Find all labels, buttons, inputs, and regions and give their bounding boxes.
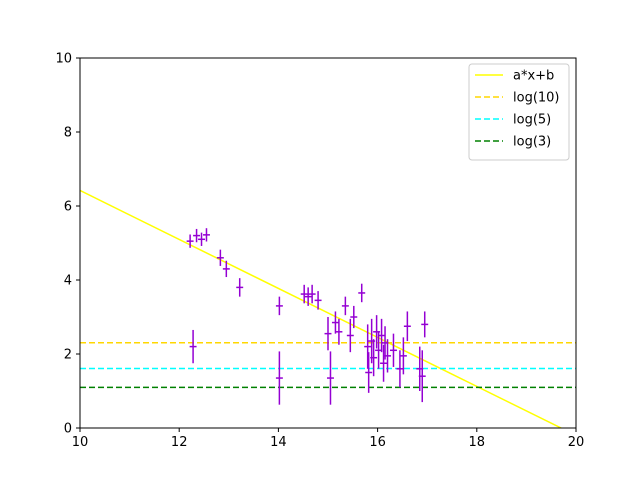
y-tick-label: 4 (64, 274, 72, 289)
data-point-11 (304, 287, 312, 306)
data-point-35 (403, 311, 411, 342)
y-tick-label: 2 (64, 348, 72, 363)
legend: a*x+b log(10) log(5) log(3) (468, 63, 570, 161)
data-point-4 (189, 329, 197, 364)
data-point-2 (198, 232, 205, 246)
x-tick-label: 20 (568, 435, 585, 450)
data-point-37 (418, 350, 426, 403)
data-point-1 (193, 228, 201, 243)
x-tick-label: 18 (469, 435, 486, 450)
data-point-3 (203, 228, 210, 242)
data-point-18 (341, 296, 349, 316)
y-tick-label: 6 (64, 200, 72, 215)
x-tick-label: 12 (171, 435, 188, 450)
data-point-29 (380, 344, 388, 382)
x-tick-label: 14 (270, 435, 287, 450)
data-point-19 (346, 318, 354, 353)
data-point-10 (300, 284, 308, 304)
data-point-22 (364, 324, 372, 369)
legend-box (468, 63, 570, 161)
data-point-12 (308, 284, 316, 304)
plot-frame (79, 57, 577, 429)
axes: 10 12 14 16 18 20 0 2 4 6 8 10 (55, 52, 584, 451)
data-point-0 (186, 234, 194, 248)
data-point-13 (314, 291, 322, 310)
x-tick-label: 16 (369, 435, 386, 450)
data-point-15 (327, 351, 334, 405)
data-point-38 (421, 311, 429, 338)
data-point-14 (324, 317, 332, 351)
series-line-0 (80, 189, 563, 428)
data-point-28 (378, 318, 386, 353)
data-point-21 (358, 283, 366, 303)
data-point-20 (350, 305, 358, 329)
legend-label-2: log(5) (513, 113, 551, 128)
data-point-32 (390, 333, 397, 367)
data-point-7 (236, 278, 244, 297)
x-tick-label: 10 (72, 435, 89, 450)
y-tick-label: 0 (64, 422, 72, 437)
data-point-34 (399, 337, 407, 375)
data-point-25 (370, 339, 378, 377)
y-tick-label: 8 (64, 126, 72, 141)
legend-label-0: a*x+b (513, 69, 554, 84)
data-point-17 (335, 318, 343, 345)
legend-label-1: log(10) (513, 91, 560, 106)
data-point-5 (216, 249, 224, 266)
data-point-16 (331, 311, 339, 334)
data-point-23 (365, 352, 373, 393)
data-points (186, 228, 429, 405)
legend-label-3: log(3) (513, 135, 551, 150)
y-tick-label: 10 (55, 52, 72, 67)
data-point-31 (384, 339, 391, 373)
data-point-9 (275, 351, 283, 405)
data-point-6 (222, 260, 230, 278)
data-point-8 (275, 296, 283, 316)
